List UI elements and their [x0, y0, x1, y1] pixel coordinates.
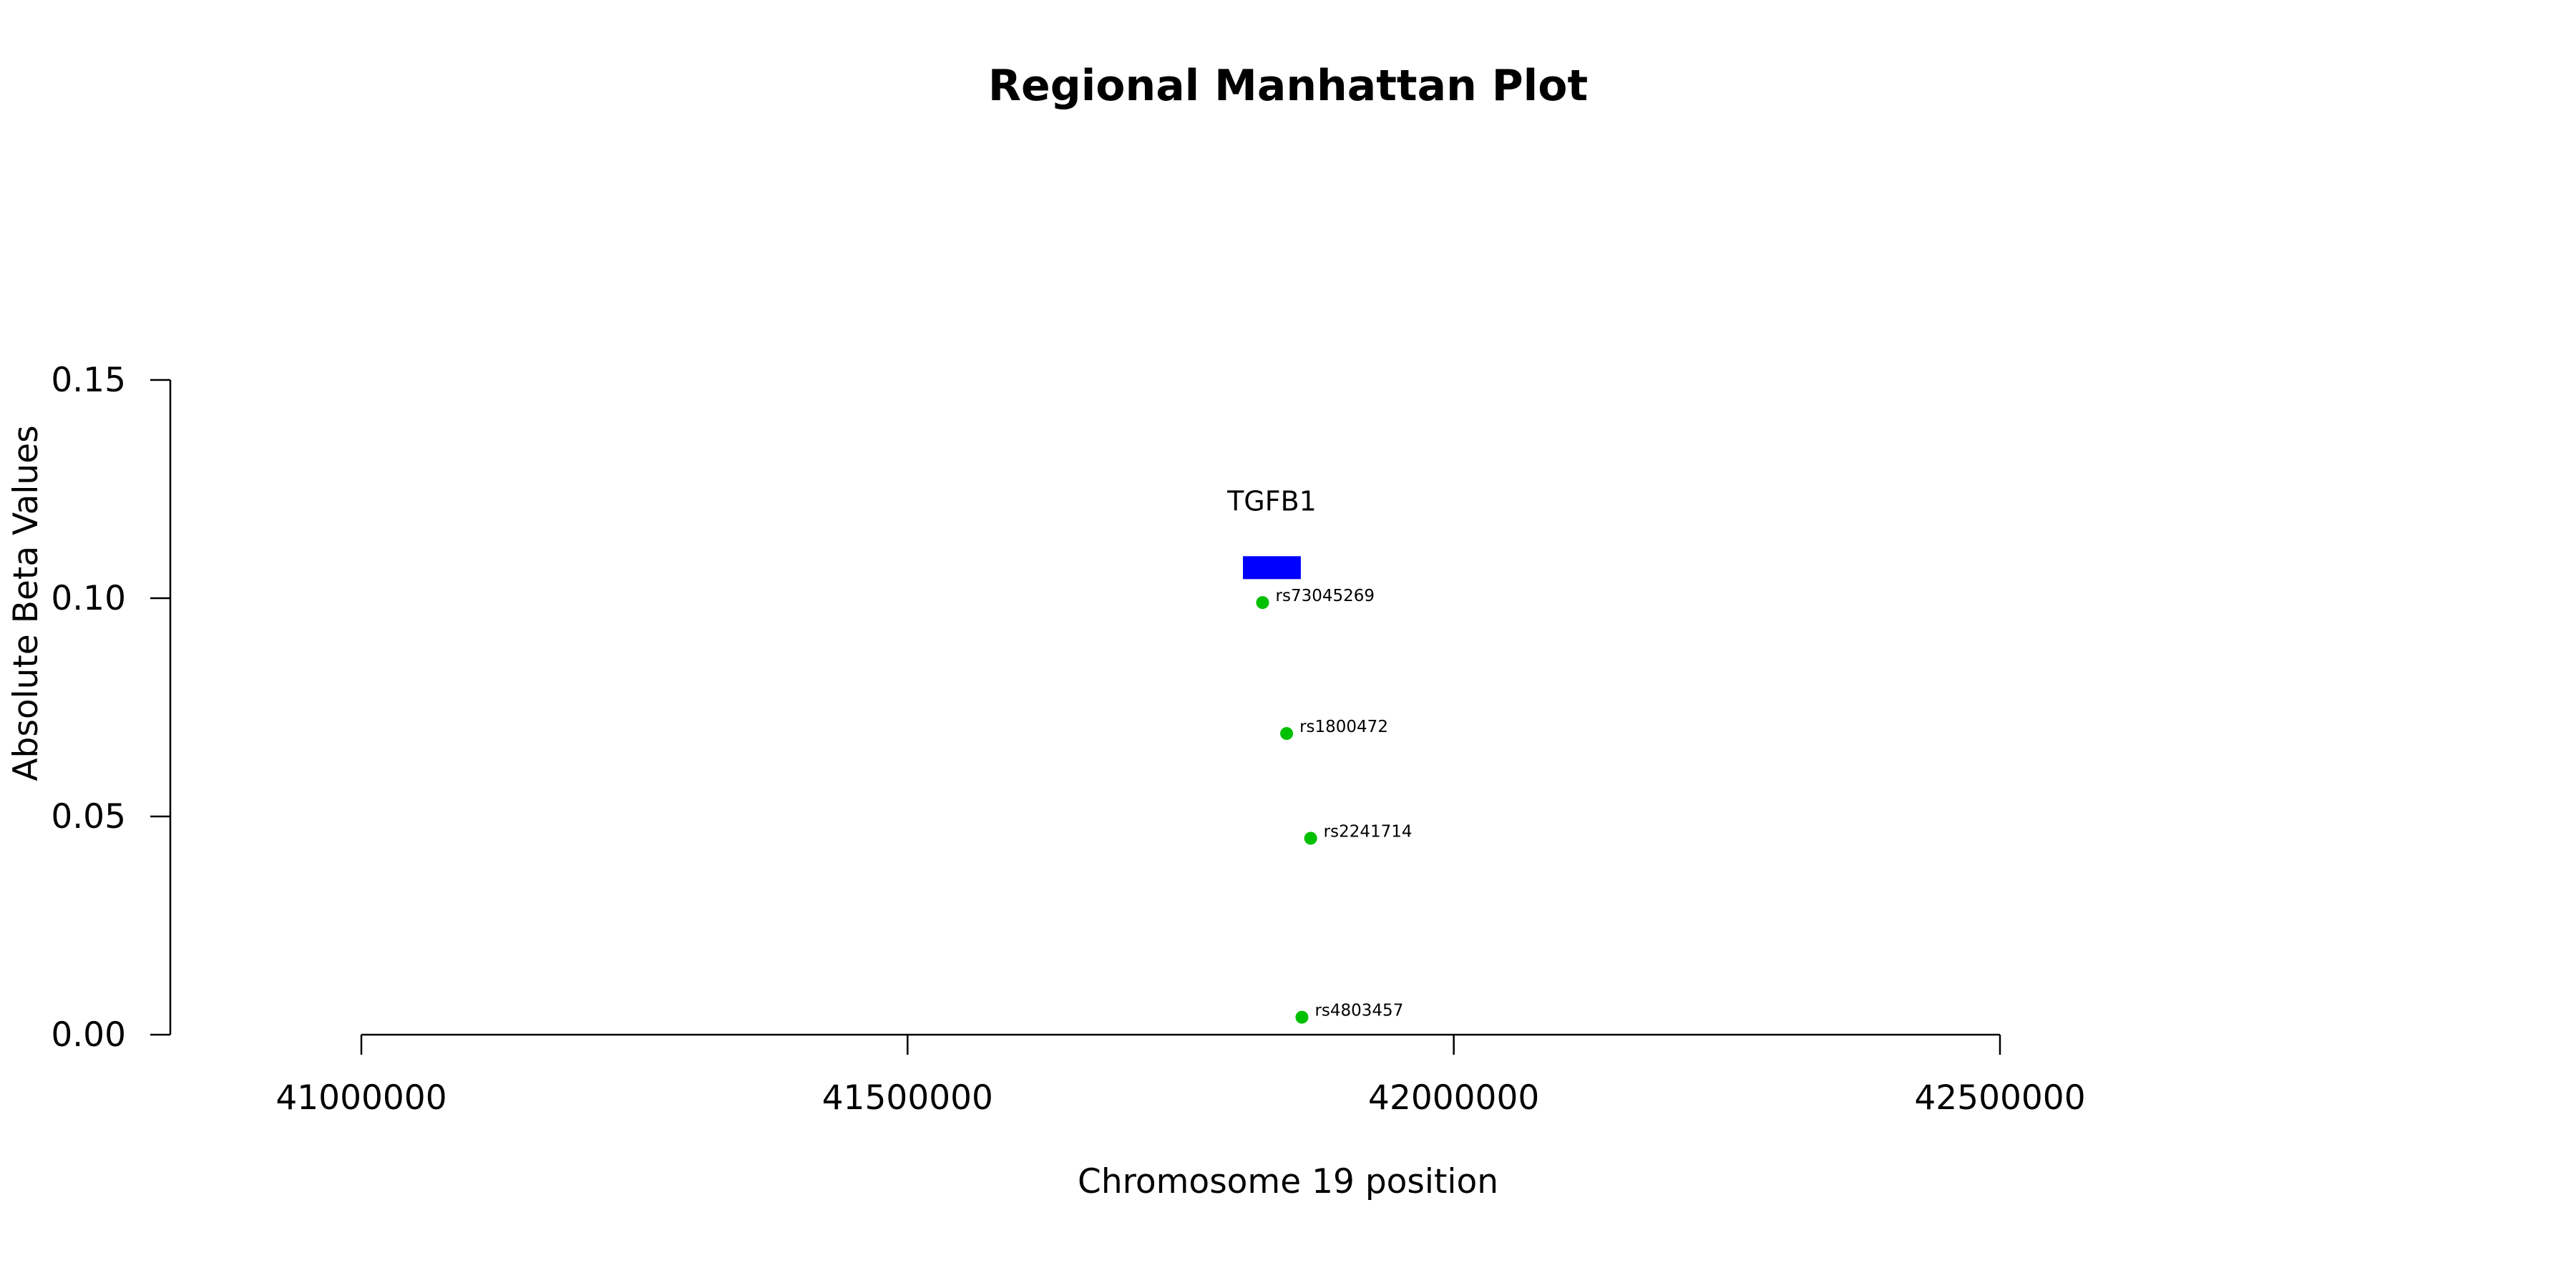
x-tick-label: 41000000: [275, 1078, 447, 1118]
snp-label: rs4803457: [1314, 1002, 1403, 1020]
snp-label: rs73045269: [1276, 587, 1375, 605]
y-tick-label: 0.15: [51, 361, 126, 400]
y-axis: 0.00 0.05 0.10 0.15: [51, 361, 172, 1055]
snp-point: [1304, 831, 1317, 845]
x-tick-label: 41500000: [822, 1078, 993, 1118]
y-tick-label: 0.00: [51, 1015, 126, 1055]
x-tick-label: 42500000: [1914, 1078, 2085, 1118]
y-axis-label: Absolute Beta Values: [6, 425, 46, 781]
y-tick-label: 0.10: [51, 579, 126, 618]
chart-title: Regional Manhattan Plot: [988, 61, 1588, 111]
snp-label: rs1800472: [1299, 718, 1388, 736]
x-tick-label: 42000000: [1368, 1078, 1539, 1118]
snp-point: [1256, 596, 1269, 610]
y-tick-label: 0.05: [51, 797, 126, 836]
gene-track: TGFB1: [1226, 485, 1317, 580]
snp-point: [1280, 727, 1294, 741]
snp-label: rs2241714: [1324, 823, 1413, 841]
x-axis-label: Chromosome 19 position: [1078, 1162, 1498, 1201]
x-axis: 41000000 41500000 42000000 42500000: [275, 1033, 2086, 1118]
snp-point: [1295, 1010, 1309, 1024]
gene-bar: [1243, 556, 1301, 580]
snp-points: rs73045269 rs1800472 rs2241714 rs4803457: [1256, 587, 1413, 1024]
gene-label: TGFB1: [1226, 485, 1317, 517]
